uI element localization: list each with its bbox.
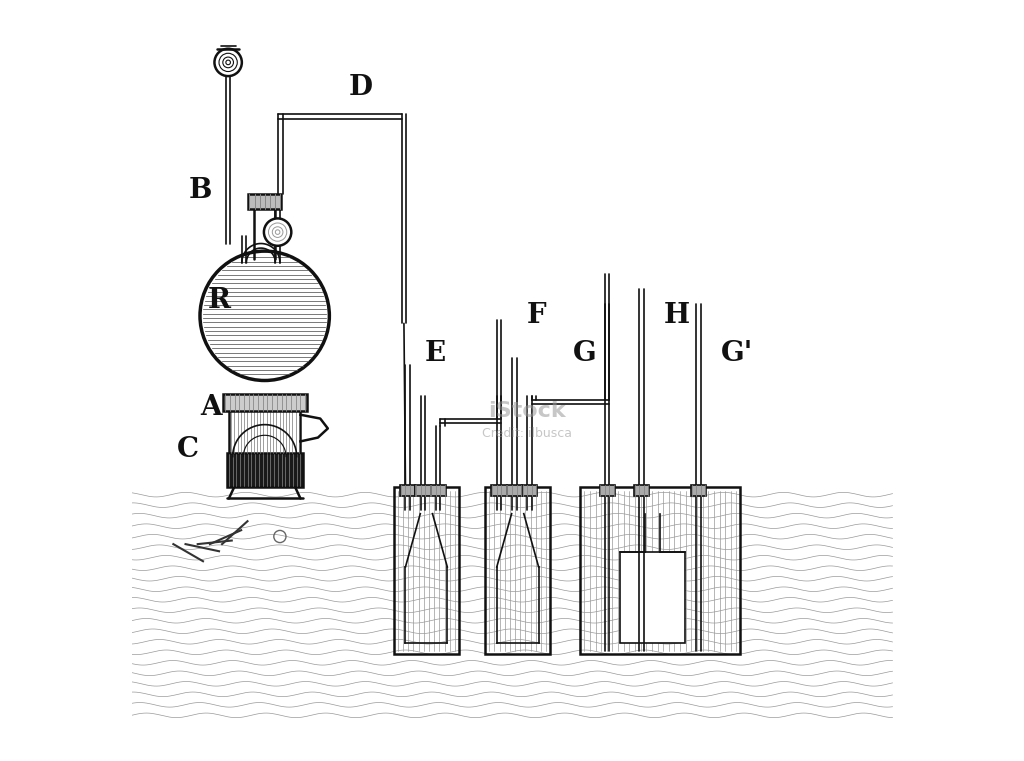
Text: B: B [188,177,212,204]
Bar [492,485,507,496]
Bar [634,485,649,496]
Text: R: R [208,287,230,314]
Bar [522,485,538,496]
Bar [507,485,522,496]
Text: Credit: ilbusca: Credit: ilbusca [482,427,572,441]
Bar [581,487,740,654]
Bar [485,487,550,654]
Text: iStock: iStock [488,401,566,421]
Text: C: C [177,435,199,463]
Bar [400,485,416,496]
Circle shape [214,49,242,76]
Text: G: G [572,340,597,368]
Bar [691,485,707,496]
Bar [416,485,430,496]
Text: F: F [527,302,547,330]
Text: G': G' [721,340,754,368]
Text: D: D [348,74,373,101]
Bar [394,487,459,654]
Bar [430,485,445,496]
Circle shape [200,251,330,380]
Bar [226,453,303,487]
Bar [599,485,614,496]
Text: E: E [425,340,445,368]
Text: H: H [665,302,690,330]
Bar [223,394,306,411]
Text: A: A [200,393,221,421]
Bar [248,194,282,209]
Circle shape [264,218,291,246]
Bar [621,552,685,643]
